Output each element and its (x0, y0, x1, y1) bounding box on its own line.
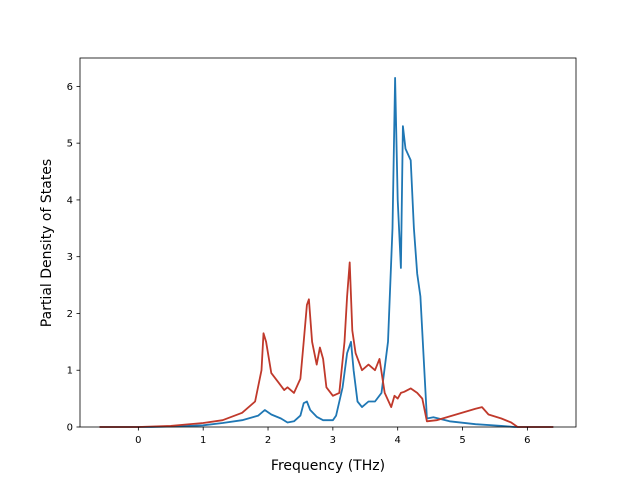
x-tick-label: 0 (135, 435, 141, 446)
x-tick-label: 3 (330, 435, 336, 446)
x-tick-label: 4 (395, 435, 401, 446)
y-tick-label: 2 (67, 309, 73, 320)
x-tick-label: 6 (524, 435, 530, 446)
ticks-layer: 0 1 2 3 4 5 6 0 1 2 3 4 5 6 (67, 82, 531, 446)
y-tick-label: 6 (67, 82, 73, 93)
plot-frame (79, 57, 577, 428)
x-tick-label: 2 (265, 435, 271, 446)
x-axis-label: Frequency (THz) (271, 458, 385, 474)
series-layer (99, 77, 554, 428)
y-tick-label: 3 (67, 252, 73, 263)
y-tick-label: 4 (67, 195, 73, 206)
y-tick-label: 1 (67, 366, 73, 377)
series-line-1 (99, 261, 554, 428)
y-axis-label: Partial Density of States (39, 159, 55, 327)
series-line-0 (99, 77, 554, 428)
x-tick-label: 5 (459, 435, 465, 446)
y-tick-label: 5 (67, 139, 73, 150)
x-tick-label: 1 (200, 435, 206, 446)
y-tick-label: 0 (67, 423, 73, 434)
